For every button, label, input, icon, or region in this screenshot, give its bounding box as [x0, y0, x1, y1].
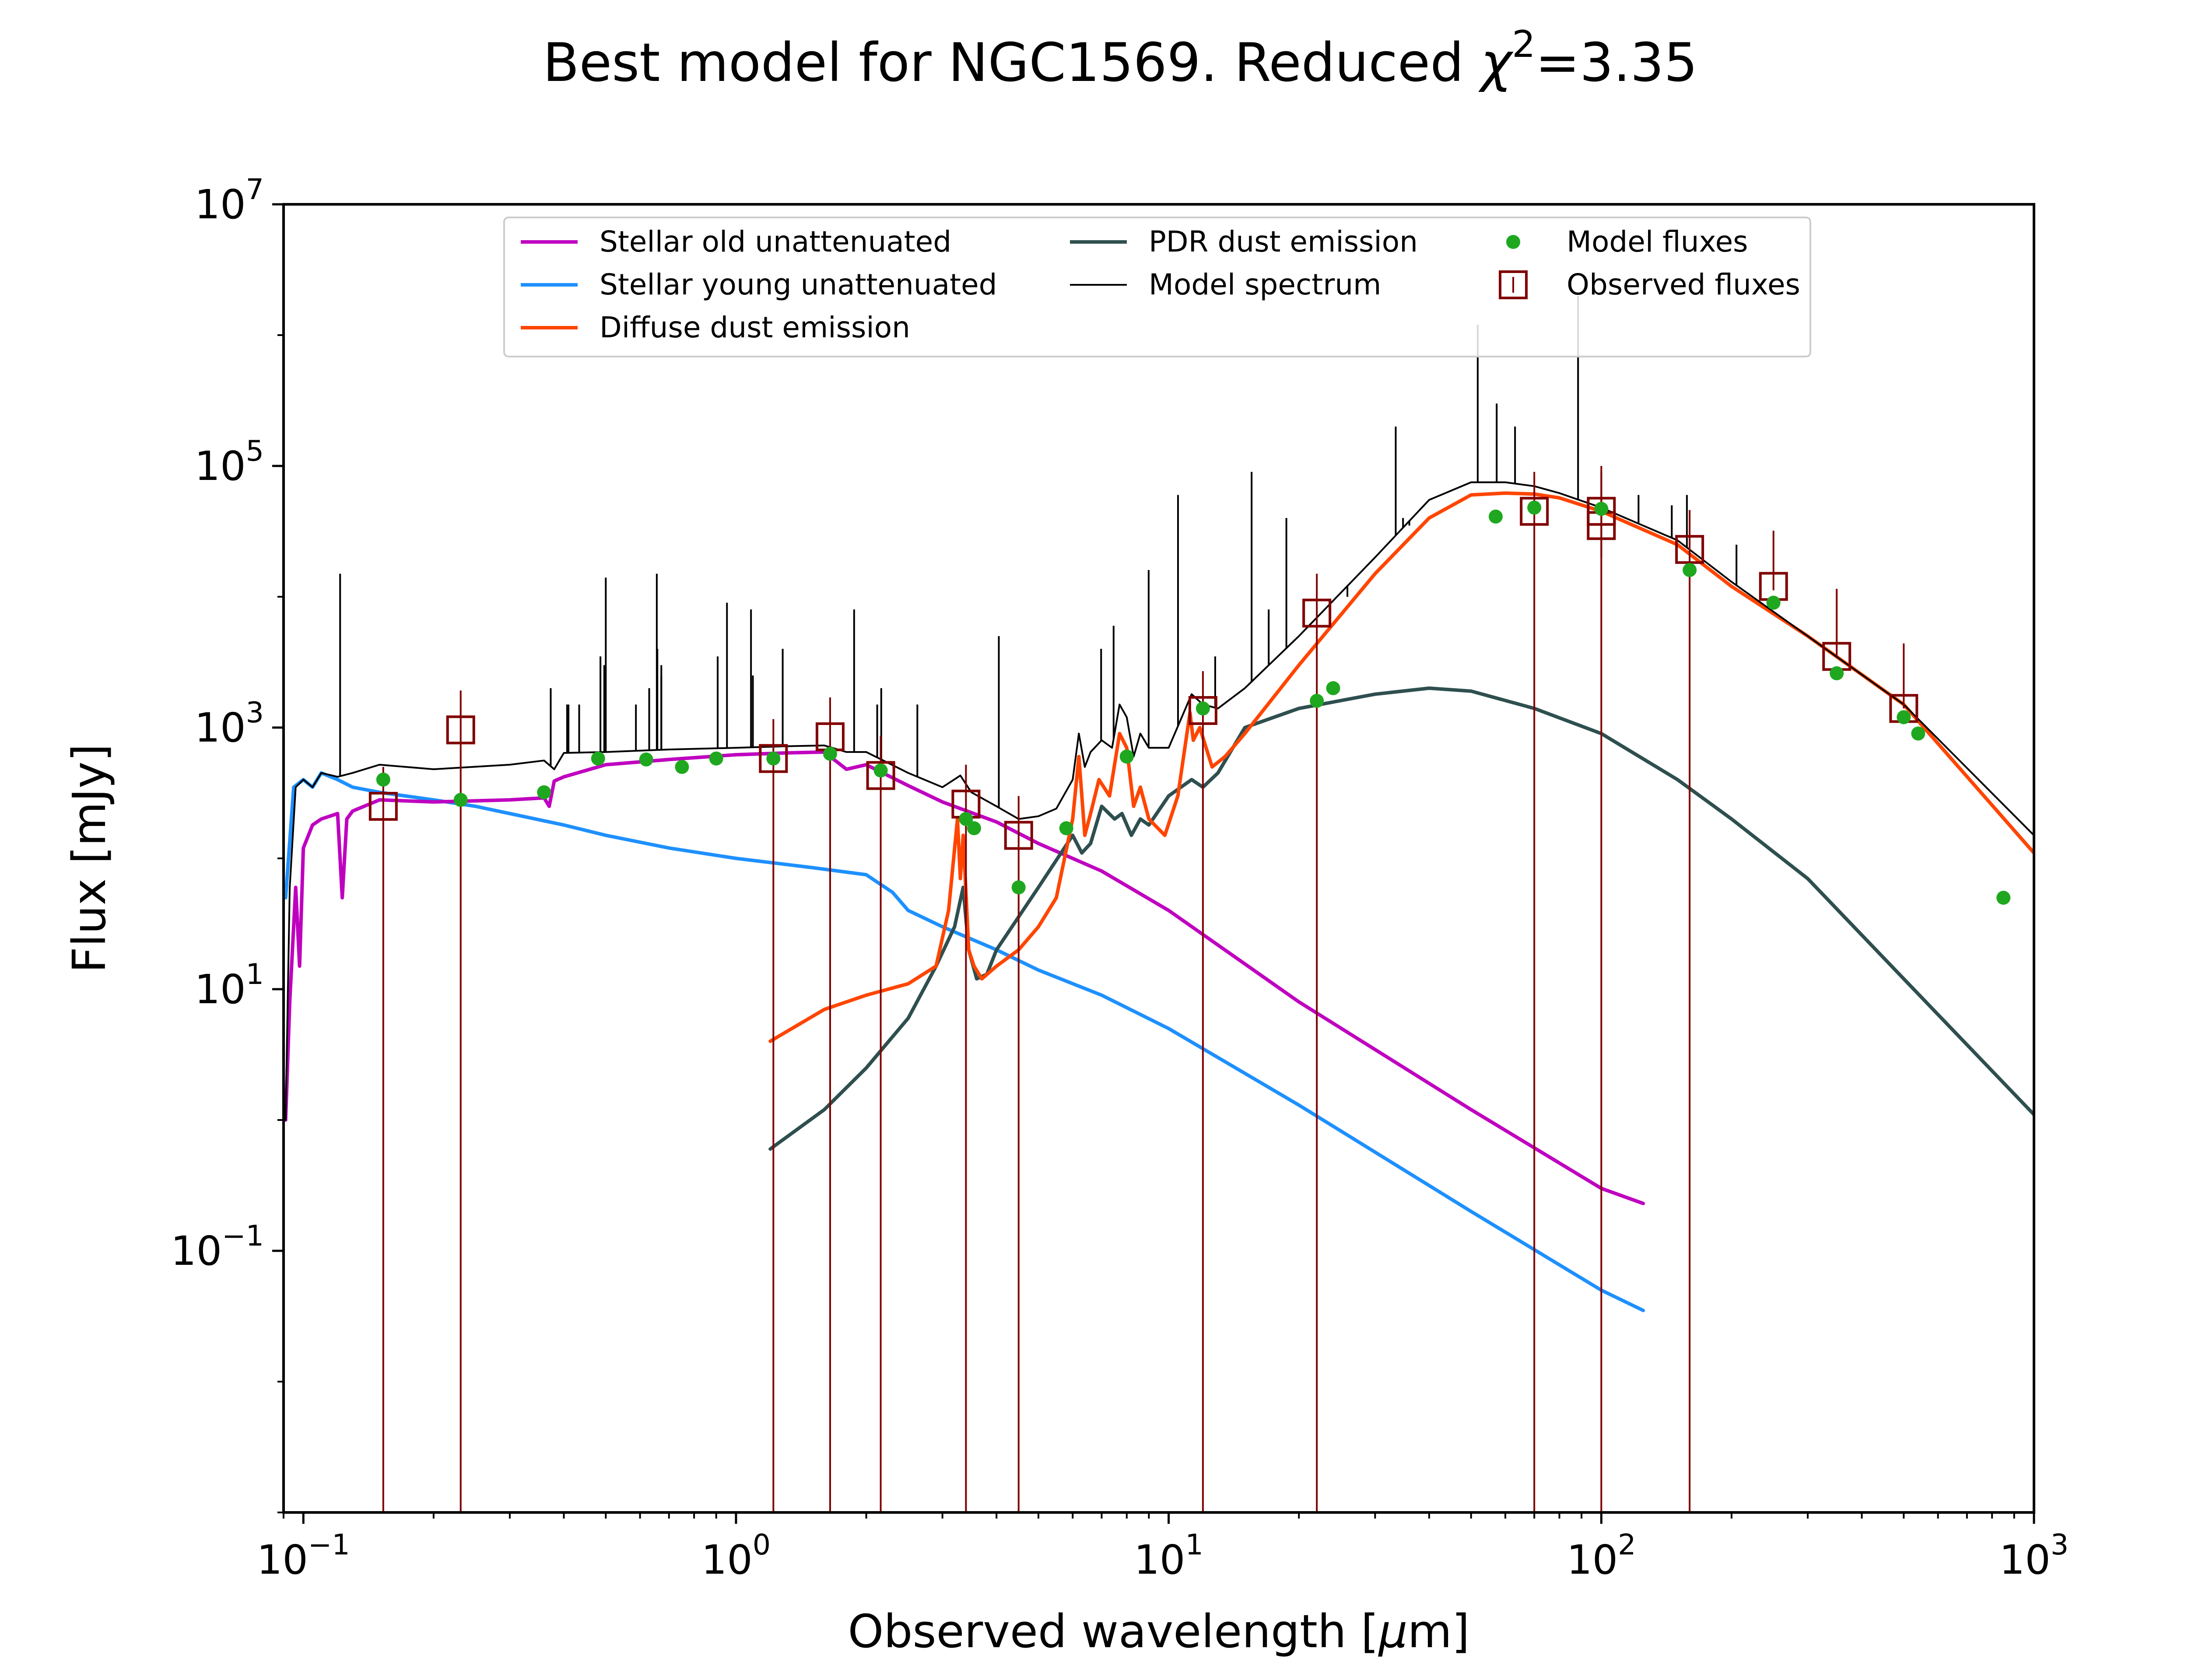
x-tick-label: 102 [1567, 1529, 1636, 1583]
model-flux-point [639, 752, 653, 766]
model-flux-point [1119, 749, 1134, 764]
legend-label-model-fluxes: Model fluxes [1567, 225, 1748, 259]
model-flux-point [873, 763, 888, 778]
model-flux-point [959, 812, 973, 826]
model-flux-point [1766, 595, 1781, 610]
model-flux-point [766, 751, 781, 766]
legend-frame [503, 217, 1811, 357]
model-flux-point [1059, 821, 1073, 836]
y-axis-label: Flux [mJy] [63, 744, 116, 973]
y-tick-label: 105 [195, 435, 264, 490]
series-diffuse-dust-emission [768, 491, 2034, 1043]
observed-flux-point [1188, 696, 1217, 725]
model-flux-point [537, 785, 551, 799]
model-flux-point [453, 793, 468, 807]
legend-label-model-spectrum: Model spectrum [1149, 268, 1381, 301]
x-tick-label: 100 [701, 1529, 771, 1583]
plot-frame [282, 203, 2035, 1514]
model-flux-point [1594, 502, 1609, 516]
legend-label-pdr-dust-emission: PDR dust emission [1149, 225, 1418, 259]
model-flux-point [1830, 666, 1844, 680]
x-tick-label: 101 [1134, 1529, 1203, 1583]
legend-label-diffuse-dust-emission: Diffuse dust emission [600, 311, 910, 344]
model-flux-point [1683, 563, 1697, 577]
model-flux-point [1996, 891, 2011, 905]
model-flux-point [1488, 509, 1503, 524]
plot-area [284, 295, 2034, 1512]
observed-flux-point [1004, 821, 1033, 850]
observed-flux-point [866, 761, 895, 790]
y-tick-label: 10−1 [171, 1220, 264, 1274]
x-tick-label: 103 [1999, 1529, 2069, 1583]
y-tick-label: 107 [195, 173, 264, 228]
series-model-spectrum [284, 481, 2034, 1121]
x-axis: 10−1 100 101 102 103 [257, 1512, 2069, 1583]
model-flux-point [675, 760, 689, 774]
model-flux-point [1527, 500, 1542, 515]
model-flux-point [1011, 880, 1026, 895]
legend-label-stellar-young-unattenuated: Stellar young unattenuated [600, 268, 997, 301]
model-flux-point [967, 821, 981, 836]
model-flux-point [1911, 726, 1925, 741]
observed-flux-point [1302, 598, 1332, 628]
series-pdr-dust-emission [768, 686, 2034, 1151]
model-flux-point [376, 772, 390, 787]
model-flux-point [591, 751, 605, 766]
legend-label-stellar-old-unattenuated: Stellar old unattenuated [600, 225, 951, 259]
legend-label-observed-fluxes: Observed fluxes [1567, 268, 1800, 301]
model-flux-point [709, 751, 723, 766]
observed-flux-point [446, 715, 475, 745]
y-axis: 10−1 101 103 105 107 [171, 173, 284, 1513]
chart-title: Best model for NGC1569. Reduced χ2=3.35 [543, 23, 1698, 94]
series-stellar-young-unattenuated [284, 771, 1645, 1312]
observed-flux-point [759, 744, 788, 773]
model-flux-point [1897, 710, 1911, 724]
y-tick-label: 103 [195, 696, 264, 751]
observed-flux-point [1520, 497, 1549, 526]
x-tick-label: 10−1 [257, 1529, 350, 1583]
observed-flux-point [1675, 535, 1704, 564]
observed-flux-point [1587, 497, 1616, 526]
x-axis-label: Observed wavelength [μm] [848, 1605, 1470, 1658]
model-flux-point [1196, 701, 1210, 716]
observed-flux-point [368, 792, 398, 821]
legend-marker-model-fluxes [1506, 235, 1520, 249]
legend: Stellar old unattenuated Stellar young un… [503, 217, 1811, 357]
model-flux-point [1310, 693, 1324, 708]
model-flux-point [1326, 681, 1340, 695]
y-tick-label: 101 [195, 958, 264, 1013]
model-flux-point [823, 746, 837, 761]
legend-marker-observed-fluxes [1499, 270, 1528, 299]
